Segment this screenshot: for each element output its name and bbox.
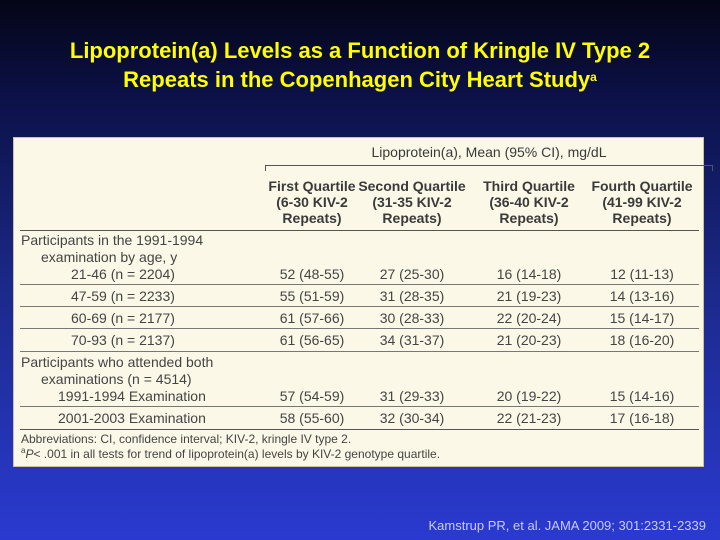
col3-line2: (36-40 KIV-2 <box>489 194 569 210</box>
footnote-marker: a <box>21 446 26 455</box>
group1-heading-line2: examination by age, y <box>41 249 178 265</box>
row-label: 70-93 (n = 2137) <box>71 332 175 348</box>
row-divider <box>20 284 699 285</box>
table-cell: 52 (48-55) <box>279 266 345 282</box>
group2-heading-line1: Participants who attended both <box>21 354 214 370</box>
row-divider <box>20 328 699 329</box>
col2-line1: Second Quartile <box>358 178 466 194</box>
col2-line2: (31-35 KIV-2 <box>372 194 452 210</box>
col1-line3: Repeats) <box>282 210 342 226</box>
section-divider <box>20 351 699 352</box>
table-cell: 15 (14-16) <box>609 388 675 404</box>
row-label: 47-59 (n = 2233) <box>71 288 175 304</box>
table-cell: 27 (25-30) <box>379 266 445 282</box>
col4-line2: (41-99 KIV-2 <box>602 194 682 210</box>
table-bottom-rule <box>20 429 699 430</box>
table-header: Lipoprotein(a), Mean (95% CI), mg/dL <box>371 144 607 160</box>
table-cell: 61 (57-66) <box>279 310 345 326</box>
table-cell: 14 (13-16) <box>609 288 675 304</box>
column-header-third-quartile: Third Quartile (36-40 KIV-2 Repeats) <box>470 178 588 226</box>
table-cell: 30 (28-33) <box>379 310 445 326</box>
title-superscript: a <box>590 70 597 84</box>
col4-line1: Fourth Quartile <box>591 178 693 194</box>
col2-line3: Repeats) <box>382 210 442 226</box>
col1-line1: First Quartile <box>268 178 356 194</box>
table-cell: 21 (20-23) <box>496 332 562 348</box>
table-cell: 31 (28-35) <box>379 288 445 304</box>
title-line-1: Lipoprotein(a) Levels as a Function of K… <box>69 38 651 63</box>
row-label: 21-46 (n = 2204) <box>71 266 175 282</box>
table-cell: 15 (14-17) <box>609 310 675 326</box>
group2-heading-line2: examinations (n = 4514) <box>41 371 192 387</box>
header-bracket <box>265 165 713 171</box>
footnote-abbreviations: Abbreviations: CI, confidence interval; … <box>21 432 352 446</box>
title-line-2-text: Repeats in the Copenhagen City Heart Stu… <box>123 67 591 92</box>
table-cell: 16 (14-18) <box>496 266 562 282</box>
footnote-p-text: < .001 in all tests for trend of lipopro… <box>33 447 441 461</box>
column-header-fourth-quartile: Fourth Quartile (41-99 KIV-2 Repeats) <box>583 178 701 226</box>
row-label: 2001-2003 Examination <box>58 410 206 426</box>
title-line-2: Repeats in the Copenhagen City Heart Stu… <box>0 65 720 94</box>
table-cell: 22 (20-24) <box>496 310 562 326</box>
row-divider <box>20 406 699 407</box>
data-table: Lipoprotein(a), Mean (95% CI), mg/dL Fir… <box>13 137 713 467</box>
table-cell: 55 (51-59) <box>279 288 345 304</box>
col4-line3: Repeats) <box>612 210 672 226</box>
col1-line2: (6-30 KIV-2 <box>276 194 348 210</box>
row-label: 1991-1994 Examination <box>58 388 206 404</box>
table-cell: 34 (31-37) <box>379 332 445 348</box>
column-header-second-quartile: Second Quartile (31-35 KIV-2 Repeats) <box>353 178 471 226</box>
column-header-first-quartile: First Quartile (6-30 KIV-2 Repeats) <box>253 178 371 226</box>
table-cell: 58 (55-60) <box>279 410 345 426</box>
col3-line3: Repeats) <box>499 210 559 226</box>
table-cell: 61 (56-65) <box>279 332 345 348</box>
col3-line1: Third Quartile <box>483 178 575 194</box>
table-cell: 31 (29-33) <box>379 388 445 404</box>
table-cell: 32 (30-34) <box>379 410 445 426</box>
group1-heading-line1: Participants in the 1991-1994 <box>21 232 204 248</box>
table-cell: 57 (54-59) <box>279 388 345 404</box>
row-label: 60-69 (n = 2177) <box>71 310 175 326</box>
table-cell: 20 (19-22) <box>496 388 562 404</box>
header-rule <box>20 230 699 231</box>
table-cell: 12 (11-13) <box>610 266 674 282</box>
table-cell: 18 (16-20) <box>609 332 675 348</box>
table-cell: 17 (16-18) <box>609 410 675 426</box>
footnote-p-value: aP< .001 in all tests for trend of lipop… <box>21 446 440 461</box>
footnote-p: P <box>25 447 34 461</box>
table-cell: 21 (19-23) <box>496 288 562 304</box>
table-cell: 22 (21-23) <box>496 410 562 426</box>
row-divider <box>20 306 699 307</box>
slide-title: Lipoprotein(a) Levels as a Function of K… <box>0 36 720 94</box>
citation: Kamstrup PR, et al. JAMA 2009; 301:2331-… <box>428 518 706 533</box>
